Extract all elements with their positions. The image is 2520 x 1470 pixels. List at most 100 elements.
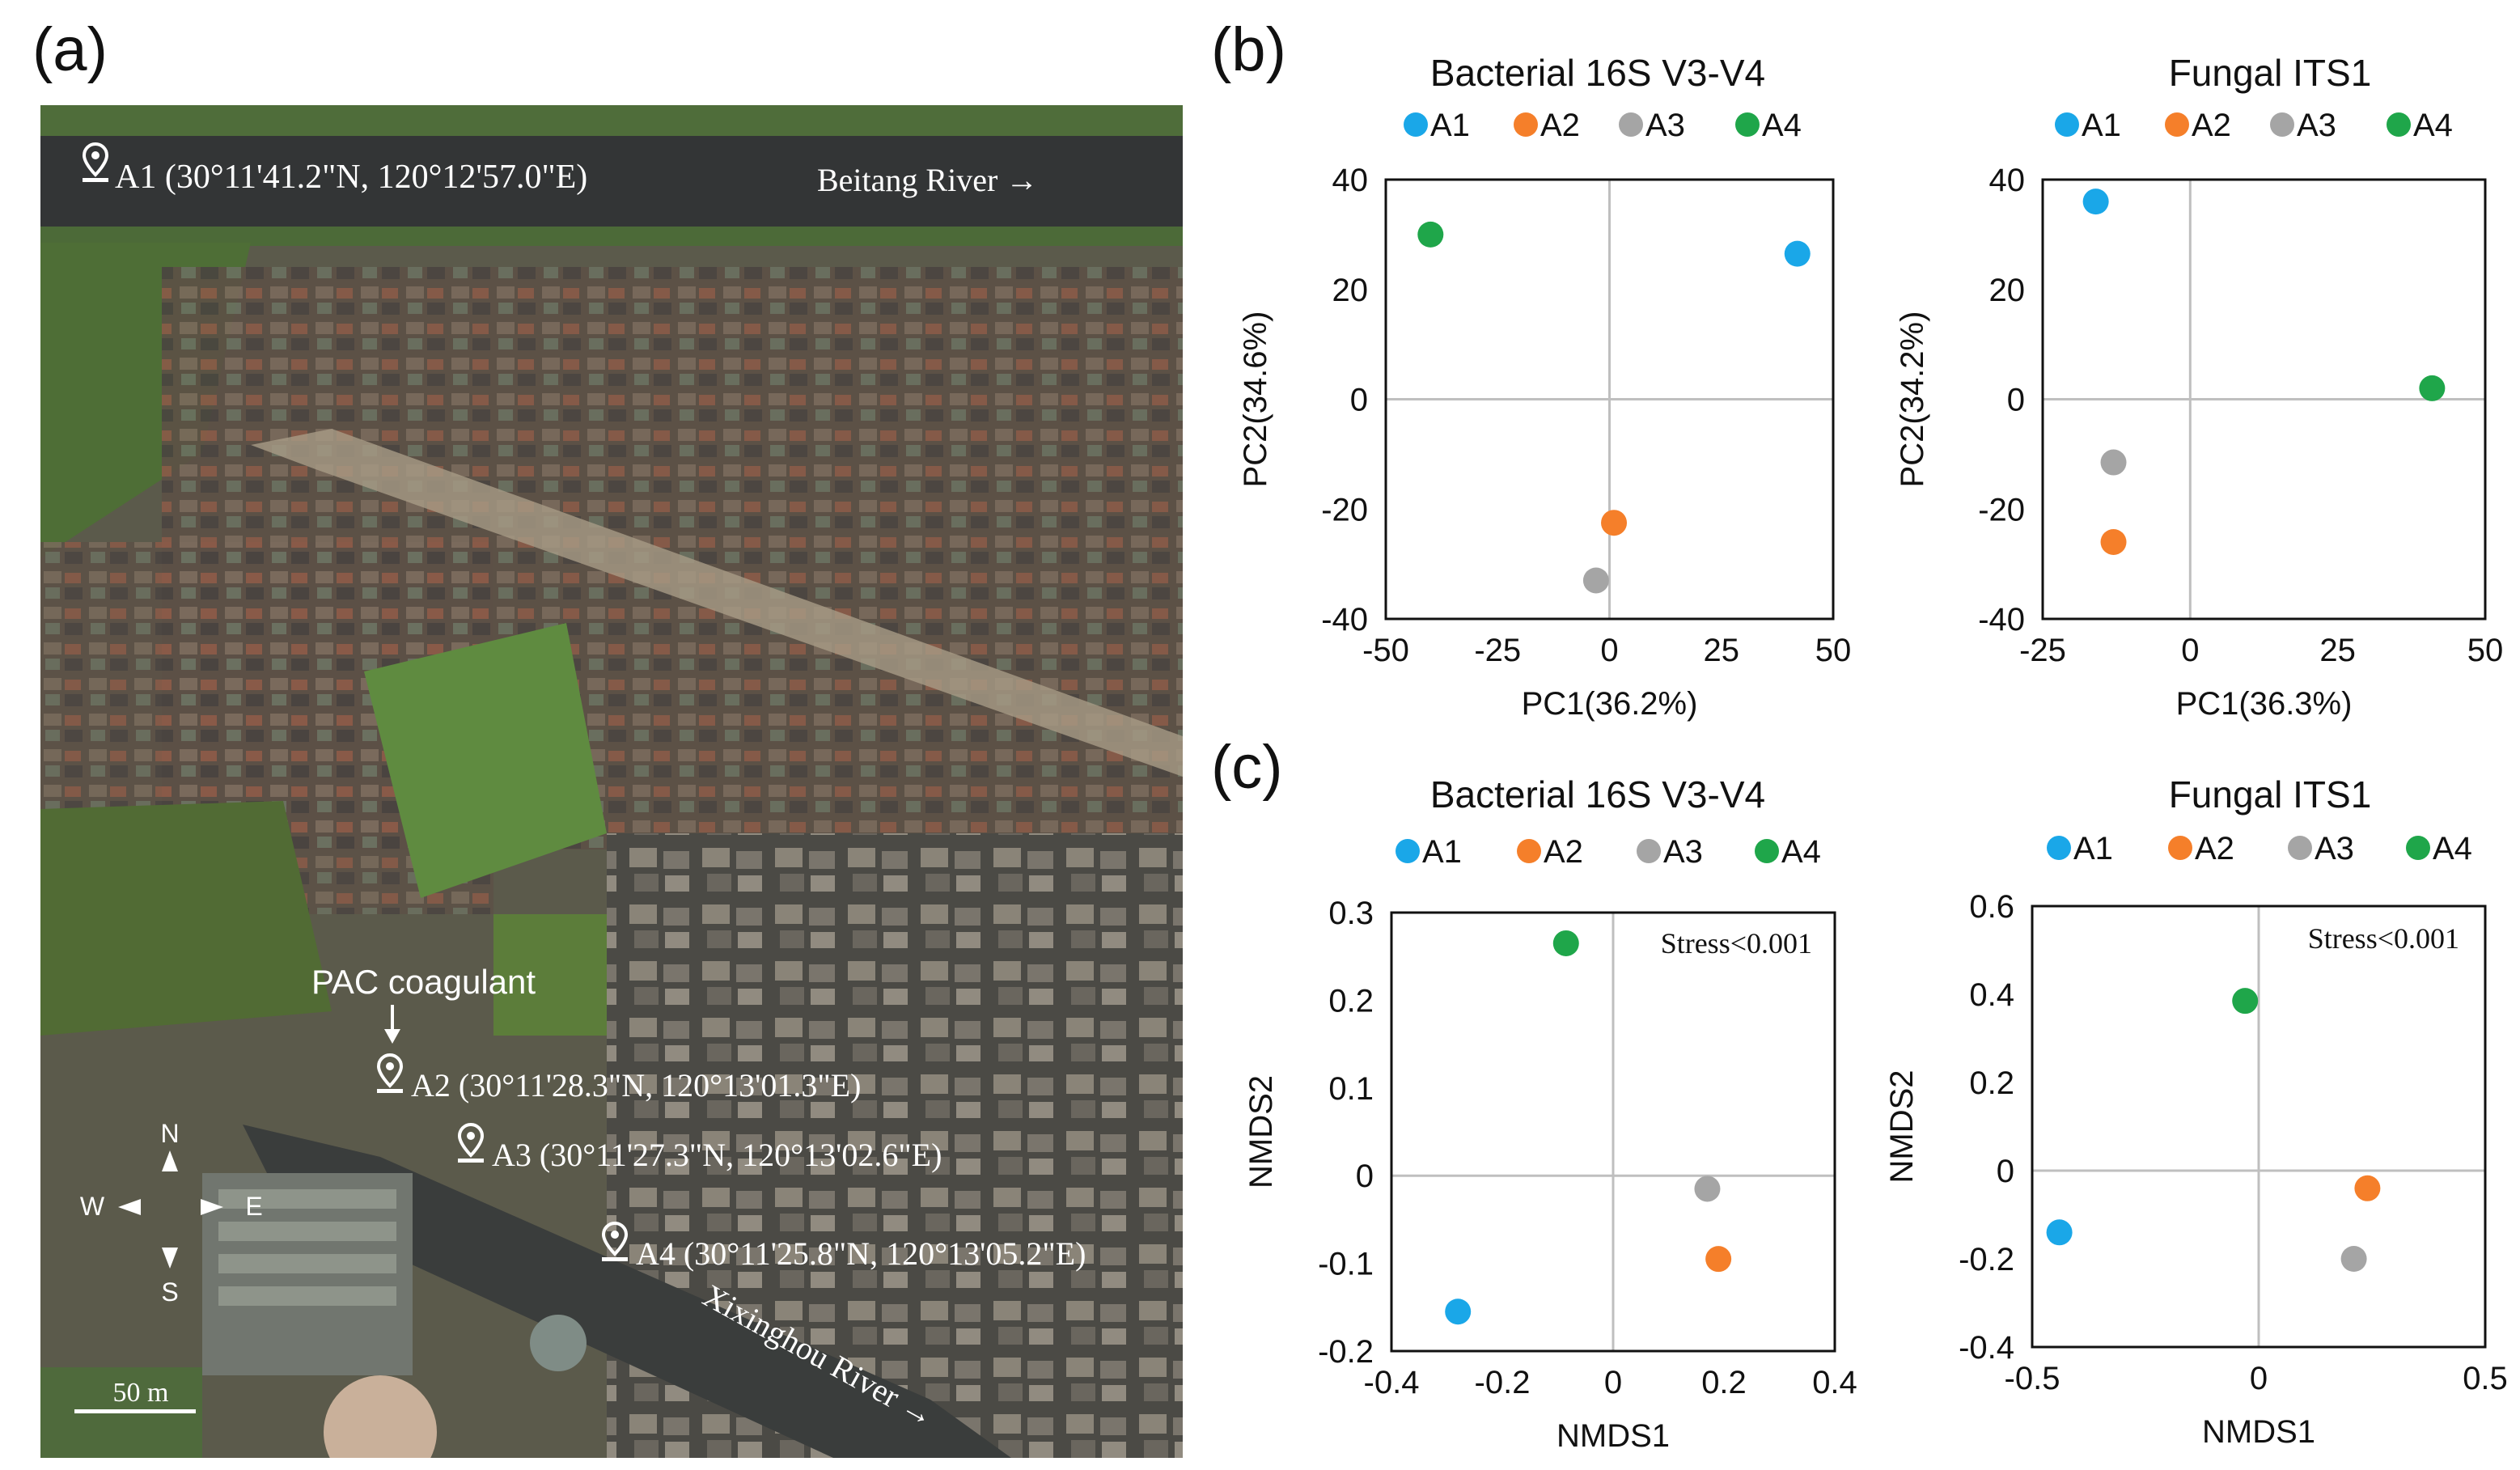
data-point-a3 bbox=[2100, 449, 2127, 476]
y-tick-label: 40 bbox=[1989, 163, 2026, 198]
y-tick-label: 0.6 bbox=[1969, 889, 2014, 925]
legend-marker-a2 bbox=[2168, 836, 2192, 860]
stress-annotation: Stress<0.001 bbox=[2308, 922, 2459, 955]
x-tick-label: 0 bbox=[2181, 633, 2199, 668]
chart-pca-fungal: Fungal ITS1 A1 A2 A3 A4 -25 0 25 50 -40 -20 0 20 40 PC… bbox=[1895, 52, 2503, 722]
legend-label-a4: A4 bbox=[2433, 831, 2472, 866]
x-tick-label: 50 bbox=[1815, 633, 1852, 668]
y-tick-label: -0.1 bbox=[1318, 1247, 1374, 1282]
legend-marker-a3 bbox=[2288, 836, 2312, 860]
legend-label-a2: A2 bbox=[2192, 108, 2231, 143]
x-axis-label: PC1(36.3%) bbox=[2176, 686, 2353, 722]
y-tick-label: 0 bbox=[1356, 1159, 1374, 1194]
x-tick-label: -25 bbox=[1474, 633, 1521, 668]
data-point-a4 bbox=[1417, 221, 1444, 248]
legend-marker-a3 bbox=[1619, 112, 1643, 137]
legend-marker-a2 bbox=[1517, 839, 1541, 863]
chart-title: Bacterial 16S V3-V4 bbox=[1430, 773, 1765, 815]
x-tick-label: 25 bbox=[2319, 633, 2356, 668]
x-tick-label: 0 bbox=[1600, 633, 1618, 668]
y-tick-label: 0.2 bbox=[1328, 983, 1374, 1019]
legend-label-a1: A1 bbox=[1430, 108, 1470, 143]
legend-marker-a2 bbox=[2165, 112, 2189, 137]
y-axis-label: PC2(34.6%) bbox=[1238, 311, 1273, 488]
x-axis-label: NMDS1 bbox=[1556, 1418, 1670, 1454]
legend-marker-a2 bbox=[1514, 112, 1538, 137]
y-axis-label: NMDS2 bbox=[1884, 1070, 1920, 1183]
chart-title: Bacterial 16S V3-V4 bbox=[1430, 52, 1765, 94]
y-axis-label: PC2(34.2%) bbox=[1895, 311, 1930, 488]
x-tick-label: -0.4 bbox=[1364, 1365, 1420, 1400]
y-tick-label: 20 bbox=[1332, 273, 1369, 308]
y-tick-label: -20 bbox=[1321, 492, 1368, 527]
legend-marker-a3 bbox=[2270, 112, 2294, 137]
y-tick-label: 0 bbox=[1997, 1154, 2014, 1189]
legend-marker-a1 bbox=[2055, 112, 2079, 137]
compass-west: W bbox=[80, 1192, 105, 1221]
legend-marker-a4 bbox=[2387, 112, 2411, 137]
panel-label-b: (b) bbox=[1211, 15, 1286, 84]
data-point-a2 bbox=[2100, 528, 2127, 555]
panel-label-a: (a) bbox=[32, 15, 108, 84]
down-arrow-icon bbox=[384, 1005, 400, 1044]
legend-marker-a4 bbox=[1755, 839, 1779, 863]
y-tick-label: -40 bbox=[1978, 602, 2025, 638]
scale-bar-label: 50 m bbox=[113, 1378, 169, 1408]
data-point-a4 bbox=[1552, 930, 1579, 956]
legend-label-a1: A1 bbox=[1422, 834, 1462, 870]
data-point-a1 bbox=[2046, 1219, 2073, 1246]
compass-north: N bbox=[160, 1119, 179, 1148]
stress-annotation: Stress<0.001 bbox=[1661, 927, 1812, 960]
scale-bar bbox=[74, 1409, 196, 1413]
chart-title: Fungal ITS1 bbox=[2169, 773, 2372, 815]
x-tick-label: -50 bbox=[1362, 633, 1409, 668]
site-label-a3: A3 (30°11'27.3"N, 120°13'02.6"E) bbox=[492, 1137, 942, 1173]
x-tick-label: 50 bbox=[2467, 633, 2504, 668]
legend-marker-a3 bbox=[1637, 839, 1661, 863]
chart-title: Fungal ITS1 bbox=[2169, 52, 2372, 94]
y-axis-label: NMDS2 bbox=[1243, 1075, 1279, 1188]
legend-marker-a1 bbox=[2047, 836, 2071, 860]
x-axis-label: PC1(36.2%) bbox=[1522, 686, 1698, 722]
x-tick-label: 0.4 bbox=[1812, 1365, 1857, 1400]
legend-label-a2: A2 bbox=[1540, 108, 1580, 143]
y-tick-label: 0 bbox=[2007, 383, 2025, 418]
data-point-a4 bbox=[2419, 375, 2446, 401]
data-point-a2 bbox=[2354, 1175, 2381, 1201]
x-tick-label: 0.2 bbox=[1701, 1365, 1747, 1400]
legend-label-a3: A3 bbox=[2315, 831, 2354, 866]
y-tick-label: 40 bbox=[1332, 163, 1369, 198]
y-tick-label: 0.1 bbox=[1328, 1071, 1374, 1107]
legend-marker-a4 bbox=[2406, 836, 2430, 860]
y-tick-label: -20 bbox=[1978, 492, 2025, 527]
x-tick-label: -0.2 bbox=[1475, 1365, 1531, 1400]
compass-south: S bbox=[161, 1277, 178, 1307]
legend-label-a4: A4 bbox=[1781, 834, 1821, 870]
y-tick-label: -40 bbox=[1321, 602, 1368, 638]
data-point-a3 bbox=[2340, 1246, 2367, 1272]
y-tick-label: 0.3 bbox=[1328, 896, 1374, 931]
legend-label-a4: A4 bbox=[2413, 108, 2453, 143]
x-tick-label: 0 bbox=[2250, 1361, 2268, 1396]
x-tick-label: 0 bbox=[1604, 1365, 1622, 1400]
legend-marker-a1 bbox=[1404, 112, 1428, 137]
y-tick-label: 0 bbox=[1350, 383, 1368, 418]
plot-frame bbox=[2031, 904, 2487, 1349]
x-tick-label: 0.5 bbox=[2463, 1361, 2508, 1396]
satellite-map: A1 (30°11'41.2"N, 120°12'57.0"E) Beitang… bbox=[40, 105, 1183, 1458]
y-tick-label: 0.4 bbox=[1969, 977, 2014, 1013]
legend-label-a1: A1 bbox=[2082, 108, 2121, 143]
x-axis-label: NMDS1 bbox=[2202, 1414, 2315, 1450]
compass-east: E bbox=[245, 1192, 262, 1221]
data-point-a4 bbox=[2232, 988, 2259, 1015]
legend-marker-a1 bbox=[1396, 839, 1420, 863]
legend-label-a4: A4 bbox=[1762, 108, 1802, 143]
plot-frame bbox=[1384, 178, 1835, 621]
compass-icon: N S W E bbox=[80, 1119, 263, 1307]
panel-label-c: (c) bbox=[1211, 733, 1283, 802]
y-tick-label: 20 bbox=[1989, 273, 2026, 308]
site-marker-a3 bbox=[457, 1123, 485, 1163]
x-tick-label: 25 bbox=[1704, 633, 1740, 668]
